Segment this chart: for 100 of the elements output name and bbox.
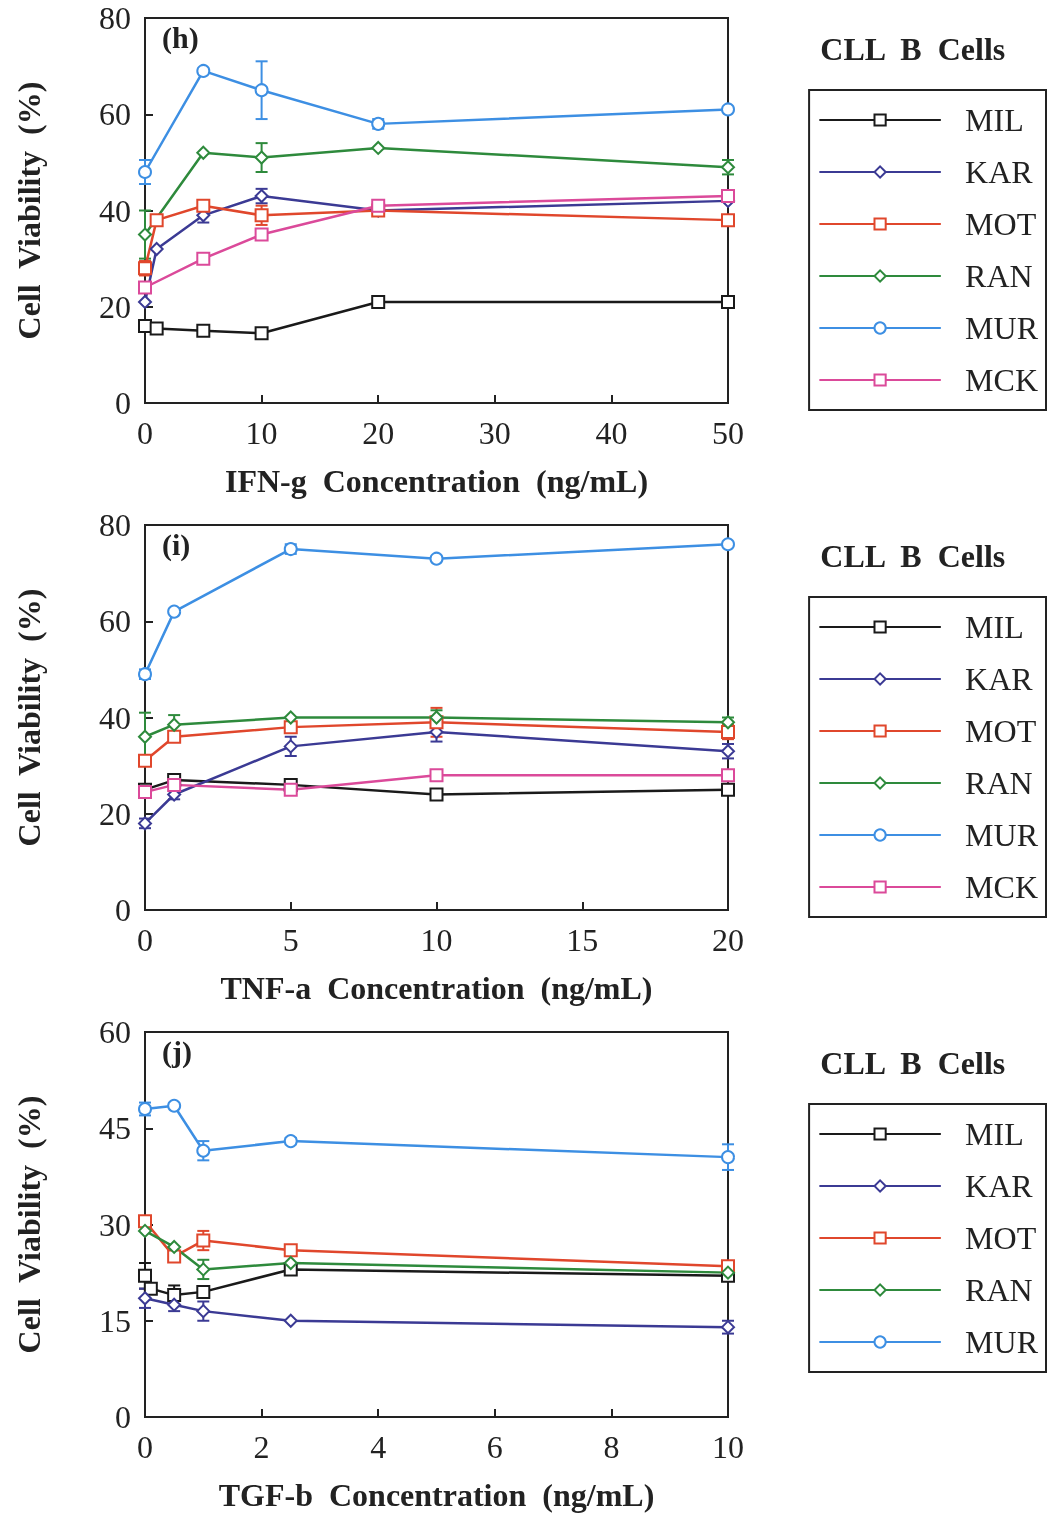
y-tick-label: 0 (115, 892, 131, 928)
x-tick-label: 6 (486, 1429, 503, 1465)
point (138, 667, 152, 682)
point (283, 1256, 298, 1270)
x-tick-label: 5 (282, 922, 299, 958)
x-tick-label: 10 (420, 922, 453, 958)
point (167, 1297, 182, 1312)
point (196, 1304, 211, 1319)
point (138, 1223, 152, 1238)
point (254, 83, 269, 98)
point (138, 227, 152, 242)
legend-title: CLL B Cells (820, 538, 1006, 574)
y-tick-label: 0 (115, 1399, 131, 1435)
x-tick-label: 10 (245, 415, 278, 451)
legend-label: MIL (965, 1116, 1024, 1152)
point (196, 145, 211, 160)
x-tick-label: 30 (478, 415, 511, 451)
x-tick-label: 0 (137, 415, 153, 451)
legend-label: RAN (965, 1272, 1033, 1308)
point (196, 1233, 211, 1248)
y-tick-label: 60 (99, 96, 131, 133)
x-tick-label: 20 (712, 922, 744, 958)
legend-label: MUR (965, 310, 1039, 346)
point (138, 729, 152, 744)
y-tick-label: 0 (115, 385, 131, 421)
point (721, 102, 735, 117)
point (196, 1262, 211, 1277)
point (429, 768, 444, 783)
y-tick-label: 60 (99, 603, 131, 640)
point (721, 768, 735, 783)
point (283, 739, 298, 754)
point (149, 321, 164, 336)
point (196, 323, 211, 338)
y-tick-label: 20 (99, 288, 131, 325)
legend-title: CLL B Cells (820, 31, 1006, 67)
x-axis-title: IFN-g Concentration (ng/mL) (224, 463, 649, 499)
point (167, 729, 182, 744)
y-tick-label: 15 (99, 1302, 131, 1339)
point (254, 208, 269, 223)
point (721, 213, 735, 228)
legend-label: MUR (965, 817, 1039, 853)
point (254, 326, 269, 341)
x-axis-title: TGF-b Concentration (ng/mL) (218, 1477, 655, 1513)
legend-label: MOT (965, 206, 1037, 242)
point (196, 63, 211, 78)
x-tick-label: 50 (712, 415, 744, 451)
y-tick-label: 40 (99, 699, 131, 736)
y-tick-label: 60 (99, 1014, 131, 1050)
point (721, 782, 735, 797)
y-tick-label: 20 (99, 795, 131, 832)
legend-label: MUR (965, 1324, 1039, 1360)
point (429, 787, 444, 802)
x-tick-label: 0 (137, 1429, 153, 1465)
legend-label: KAR (965, 661, 1034, 697)
x-tick-label: 15 (566, 922, 599, 958)
point (196, 251, 211, 266)
point (167, 1288, 182, 1303)
legend-label: MCK (965, 362, 1038, 398)
point (254, 227, 269, 242)
point (721, 1150, 735, 1165)
y-tick-label: 40 (99, 192, 131, 229)
point (283, 1243, 298, 1258)
x-axis-title: TNF-a Concentration (ng/mL) (220, 970, 653, 1006)
legend-label: KAR (965, 1168, 1034, 1204)
x-tick-label: 8 (603, 1429, 620, 1465)
point (167, 1249, 182, 1264)
point (254, 150, 269, 165)
legend-label: MOT (965, 713, 1037, 749)
y-axis-title: Cell Viability (%) (11, 1095, 47, 1354)
point (167, 604, 182, 619)
point (721, 715, 735, 730)
x-tick-label: 10 (712, 1429, 744, 1465)
point (283, 710, 298, 725)
y-tick-label: 80 (99, 0, 131, 36)
x-tick-label: 2 (253, 1429, 270, 1465)
point (283, 1313, 298, 1328)
point (167, 717, 182, 732)
point (138, 319, 152, 333)
annotation: (h) (162, 20, 199, 55)
annotation: (j) (162, 1034, 192, 1069)
x-tick-label: 20 (362, 415, 395, 451)
point (721, 294, 735, 309)
point (138, 294, 152, 309)
legend-label: KAR (965, 154, 1034, 190)
x-tick-label: 40 (595, 415, 628, 451)
point (371, 198, 386, 213)
legend-label: MCK (965, 869, 1038, 905)
point (138, 165, 152, 179)
point (138, 1268, 152, 1283)
y-axis-title: Cell Viability (%) (11, 588, 47, 847)
point (196, 198, 211, 213)
legend-label: MIL (965, 102, 1024, 138)
point (138, 816, 152, 831)
point (138, 1102, 152, 1116)
point (167, 777, 182, 792)
point (371, 140, 386, 155)
point (138, 1291, 152, 1306)
legend-title: CLL B Cells (820, 1045, 1006, 1081)
point (138, 261, 152, 276)
point (138, 280, 152, 295)
